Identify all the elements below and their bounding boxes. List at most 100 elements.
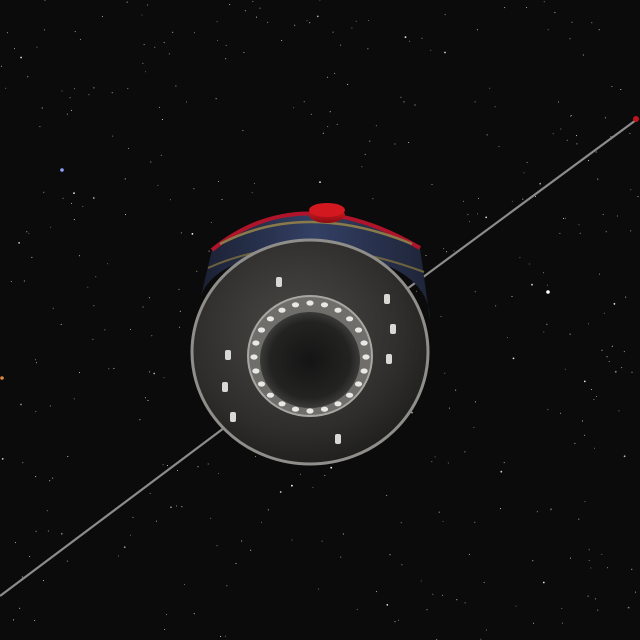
star [145, 71, 146, 73]
star [20, 56, 22, 59]
star [444, 14, 446, 16]
star [400, 522, 402, 524]
star [251, 192, 253, 194]
star [526, 7, 528, 8]
star [623, 351, 625, 353]
star [1, 65, 3, 67]
star [217, 473, 219, 474]
star [376, 591, 377, 593]
star [369, 140, 371, 142]
star [330, 466, 333, 469]
ring-vent-holes [250, 300, 370, 414]
star [73, 219, 75, 221]
star [467, 214, 469, 216]
star [176, 470, 178, 471]
star [593, 399, 595, 400]
star [299, 473, 301, 475]
star [215, 98, 217, 100]
star [486, 134, 488, 136]
star [601, 349, 603, 351]
star [582, 420, 583, 422]
star [601, 553, 603, 555]
star [534, 196, 536, 197]
star [52, 477, 54, 479]
star [161, 119, 163, 120]
star [144, 397, 146, 399]
star [536, 511, 538, 513]
star [485, 216, 488, 219]
star [594, 598, 596, 600]
star [52, 307, 54, 309]
star [79, 38, 81, 40]
star [464, 451, 466, 453]
star [447, 462, 449, 464]
star [46, 510, 48, 512]
bolt-icon [230, 412, 236, 422]
star [627, 606, 630, 609]
star [70, 109, 72, 111]
star [113, 367, 115, 369]
star [566, 139, 568, 141]
star [101, 15, 103, 17]
star [126, 1, 128, 3]
star [60, 532, 63, 535]
star [34, 620, 36, 621]
star [474, 291, 476, 293]
star [637, 196, 639, 198]
star [14, 542, 16, 544]
gold-band [219, 220, 413, 246]
star [193, 613, 195, 615]
star [564, 217, 566, 219]
star [498, 146, 500, 148]
star [242, 130, 244, 132]
star [559, 412, 561, 414]
star [547, 29, 549, 31]
star [35, 530, 37, 532]
star [208, 250, 210, 252]
star [364, 153, 366, 155]
star [432, 593, 434, 595]
star [150, 161, 152, 163]
star [468, 553, 470, 555]
star [571, 21, 573, 23]
star [92, 197, 95, 199]
vent-hole [354, 327, 363, 333]
star [558, 101, 559, 103]
star [291, 484, 293, 487]
bolt-icon [335, 434, 341, 444]
star [504, 7, 506, 9]
star [306, 20, 308, 22]
star [444, 372, 446, 374]
star [267, 21, 269, 23]
star [112, 135, 114, 137]
star [420, 580, 422, 582]
star [35, 359, 37, 361]
star [95, 276, 97, 278]
star [523, 172, 525, 174]
star [178, 288, 180, 290]
star [401, 564, 403, 566]
star [588, 549, 590, 551]
star [576, 135, 578, 137]
star [60, 323, 62, 325]
star [281, 40, 283, 41]
star [539, 182, 542, 185]
star [108, 368, 110, 370]
vent-hole [252, 340, 260, 346]
star [569, 333, 571, 335]
star [569, 38, 571, 40]
star [191, 233, 194, 235]
star [130, 534, 131, 536]
star [546, 290, 550, 294]
vent-hole [346, 392, 354, 398]
star [411, 411, 413, 414]
star [217, 39, 219, 41]
star [444, 51, 446, 54]
star [561, 622, 563, 624]
vent-hole [306, 408, 314, 414]
star [36, 46, 38, 48]
star [400, 96, 402, 98]
star [149, 493, 151, 494]
star [597, 178, 599, 180]
star [153, 372, 156, 375]
